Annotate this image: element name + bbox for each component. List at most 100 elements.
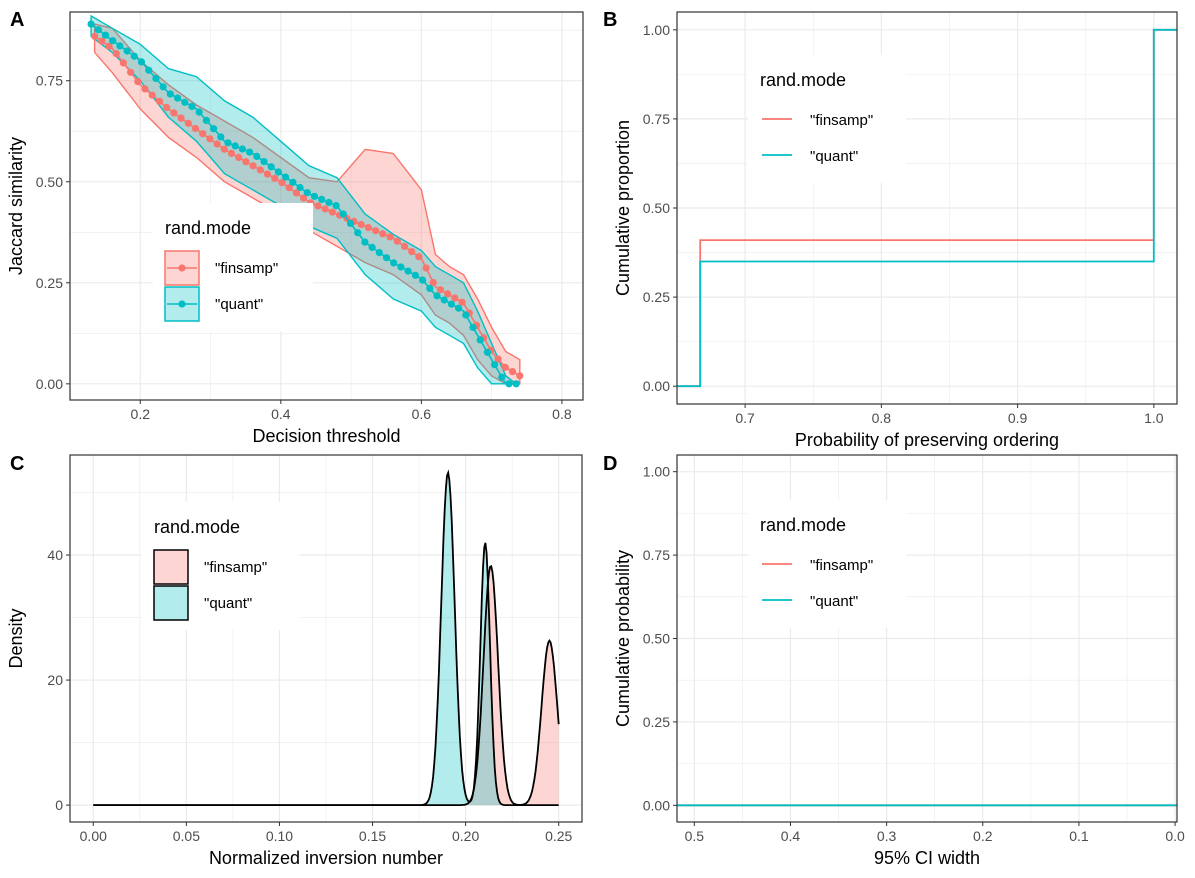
legend-title: rand.mode (165, 218, 251, 238)
x-axis-title: 95% CI width (874, 848, 980, 868)
x-tick-label: 0.4 (781, 828, 801, 844)
data-point (455, 304, 463, 312)
data-point (174, 94, 182, 102)
data-point (116, 42, 124, 50)
panel-border (676, 11, 1178, 405)
data-point (130, 52, 138, 60)
data-point (433, 292, 441, 300)
legend: rand.mode "finsamp" "quant" (153, 203, 313, 331)
x-tick-label: 0.2 (973, 828, 993, 844)
y-tick-label: 0.25 (643, 714, 670, 730)
density-fill-1 (93, 472, 559, 806)
data-point (202, 116, 210, 124)
legend-label: "finsamp" (810, 557, 873, 574)
y-tick-label: 1.00 (643, 22, 670, 38)
data-point (400, 242, 409, 250)
panel-A: 0.2 0.4 0.6 0.8 0.00 0.25 0.50 0.75 Decision thr… (6, 9, 584, 446)
data-point (458, 298, 466, 306)
data-point (210, 125, 218, 133)
data-point (253, 152, 261, 160)
y-axis-title: Jaccard similarity (6, 137, 26, 275)
data-point (112, 50, 120, 58)
data-point (166, 90, 174, 98)
data-point (314, 202, 322, 210)
y-tick-label: 0.50 (643, 200, 670, 216)
data-point (127, 68, 135, 76)
data-point (419, 276, 427, 284)
x-tick-label: 0.7 (735, 410, 755, 426)
data-point (145, 66, 153, 74)
data-point (217, 133, 225, 141)
data-point (444, 290, 452, 298)
y-tick-label: 0.00 (643, 378, 670, 394)
data-point (87, 20, 95, 28)
data-point (195, 108, 203, 116)
data-point (386, 233, 394, 241)
data-point (206, 135, 214, 143)
data-point (181, 98, 189, 106)
data-point (368, 243, 376, 251)
data-point (483, 348, 491, 356)
data-point (109, 37, 117, 45)
data-point (137, 58, 146, 66)
x-tick-label: 1.0 (1144, 410, 1164, 426)
data-point (508, 368, 517, 376)
data-point (372, 227, 380, 235)
data-point (328, 208, 336, 216)
x-tick-label: 0.15 (359, 828, 386, 844)
x-axis-title: Decision threshold (252, 426, 400, 446)
data-point (415, 253, 423, 261)
data-point (199, 130, 207, 138)
legend-label: "finsamp" (810, 112, 873, 129)
data-point (155, 97, 164, 105)
legend-title: rand.mode (760, 515, 846, 535)
data-point (191, 124, 200, 133)
y-tick-label: 0.50 (36, 174, 63, 190)
data-point (451, 294, 459, 302)
data-point (462, 311, 470, 319)
data-point (246, 148, 254, 156)
data-point (411, 271, 419, 279)
y-axis-title: Cumulative proportion (613, 120, 633, 296)
data-point (278, 179, 286, 187)
data-point (159, 83, 167, 91)
data-point (98, 37, 106, 45)
data-point (364, 224, 372, 232)
y-tick-label: 1.00 (643, 464, 670, 480)
data-point (408, 248, 416, 256)
data-point (498, 373, 506, 381)
data-point (263, 170, 272, 178)
data-point (491, 361, 499, 369)
y-tick-label: 0.00 (36, 376, 63, 392)
data-point (516, 372, 524, 380)
data-point (501, 363, 509, 371)
y-tick-label: 0.25 (643, 289, 670, 305)
data-point (231, 142, 239, 150)
data-point (447, 300, 455, 308)
panel-border (676, 454, 1178, 823)
step-line-1 (677, 28, 1177, 388)
data-point (357, 220, 365, 229)
y-tick-label: 0.25 (36, 275, 63, 291)
legend-key-fill (153, 549, 189, 585)
density-outline-1 (93, 469, 559, 806)
data-point (274, 168, 282, 176)
legend-box (142, 502, 300, 630)
x-tick-label: 0.9 (1008, 410, 1028, 426)
data-point (300, 194, 308, 202)
y-axis-title: Density (6, 608, 26, 668)
data-point (101, 31, 110, 39)
legend-title: rand.mode (154, 517, 240, 537)
panel-tag: C (10, 453, 24, 475)
legend: rand.mode "finsamp" "quant" (748, 500, 906, 628)
legend-key-point (178, 264, 186, 272)
data-point (256, 166, 264, 174)
data-point (184, 119, 192, 127)
data-point (177, 114, 185, 122)
y-tick-label: 20 (47, 672, 63, 688)
legend-title: rand.mode (760, 70, 846, 90)
data-point (235, 153, 243, 162)
data-point (440, 296, 448, 304)
panel-D: 0.5 0.4 0.3 0.2 0.1 0.0 0.00 0.25 0.50 0.75 1.00 95… (603, 453, 1185, 868)
data-point (285, 184, 293, 192)
